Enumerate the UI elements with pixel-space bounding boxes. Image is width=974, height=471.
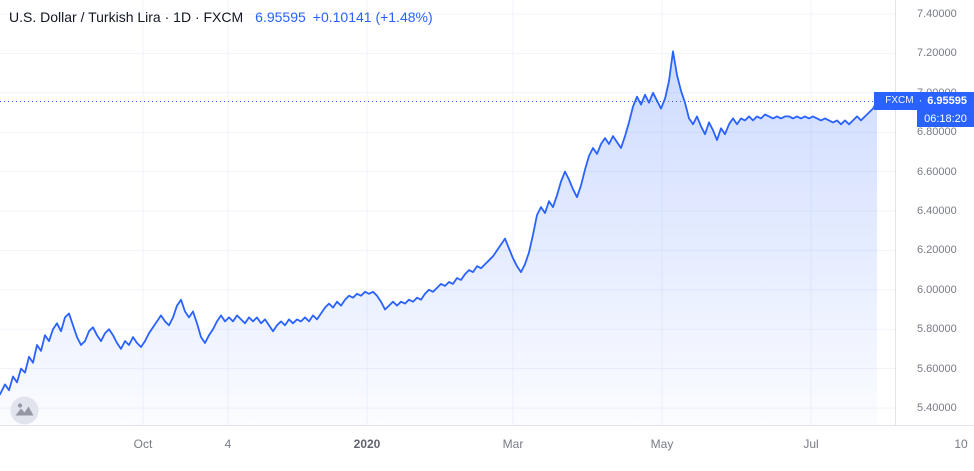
symbol-title[interactable]: U.S. Dollar / Turkish Lira · 1D · FXCM bbox=[9, 9, 244, 25]
y-axis-label: 5.80000 bbox=[917, 323, 957, 336]
x-axis[interactable]: Oct 4 2020 Mar May Jul 10 bbox=[0, 425, 974, 471]
y-axis-label: 6.20000 bbox=[917, 244, 957, 257]
x-axis-label: Oct bbox=[133, 437, 153, 451]
x-axis-label: May bbox=[650, 437, 674, 451]
price-change: +0.10141 (+1.48%) bbox=[312, 9, 433, 25]
price-badge-separator: · bbox=[918, 95, 923, 107]
last-price: 6.95595 bbox=[255, 9, 306, 25]
y-axis-label: 5.60000 bbox=[917, 362, 957, 375]
price-badge: FXCM · 6.95595 bbox=[874, 92, 974, 110]
y-axis-label: 7.40000 bbox=[917, 8, 957, 20]
countdown-badge: 06:18:20 bbox=[917, 110, 974, 127]
x-axis-label: Jul bbox=[803, 437, 819, 451]
countdown-value: 06:18:20 bbox=[924, 112, 967, 125]
y-axis-label: 6.60000 bbox=[917, 165, 957, 178]
y-axis-label: 6.80000 bbox=[917, 126, 957, 139]
y-axis[interactable]: 7.400007.200007.000006.800006.600006.400… bbox=[895, 0, 974, 425]
price-badge-source: FXCM bbox=[885, 95, 914, 106]
y-axis-label: 6.00000 bbox=[917, 283, 957, 296]
tradingview-logo-icon[interactable] bbox=[10, 396, 39, 425]
x-axis-label: 2020 bbox=[353, 437, 381, 451]
symbol-legend: U.S. Dollar / Turkish Lira · 1D · FXCM 6… bbox=[9, 8, 433, 26]
x-axis-label: 4 bbox=[224, 437, 232, 451]
price-badge-value: 6.95595 bbox=[927, 95, 967, 107]
y-axis-label: 7.20000 bbox=[917, 47, 957, 60]
x-axis-label: 10 bbox=[954, 437, 968, 451]
legend-values: 6.95595 +0.10141 (+1.48%) bbox=[255, 8, 432, 26]
x-axis-label: Mar bbox=[502, 437, 524, 451]
y-axis-label: 6.40000 bbox=[917, 205, 957, 217]
y-axis-label: 5.40000 bbox=[917, 402, 957, 415]
price-chart-svg[interactable] bbox=[0, 0, 895, 425]
